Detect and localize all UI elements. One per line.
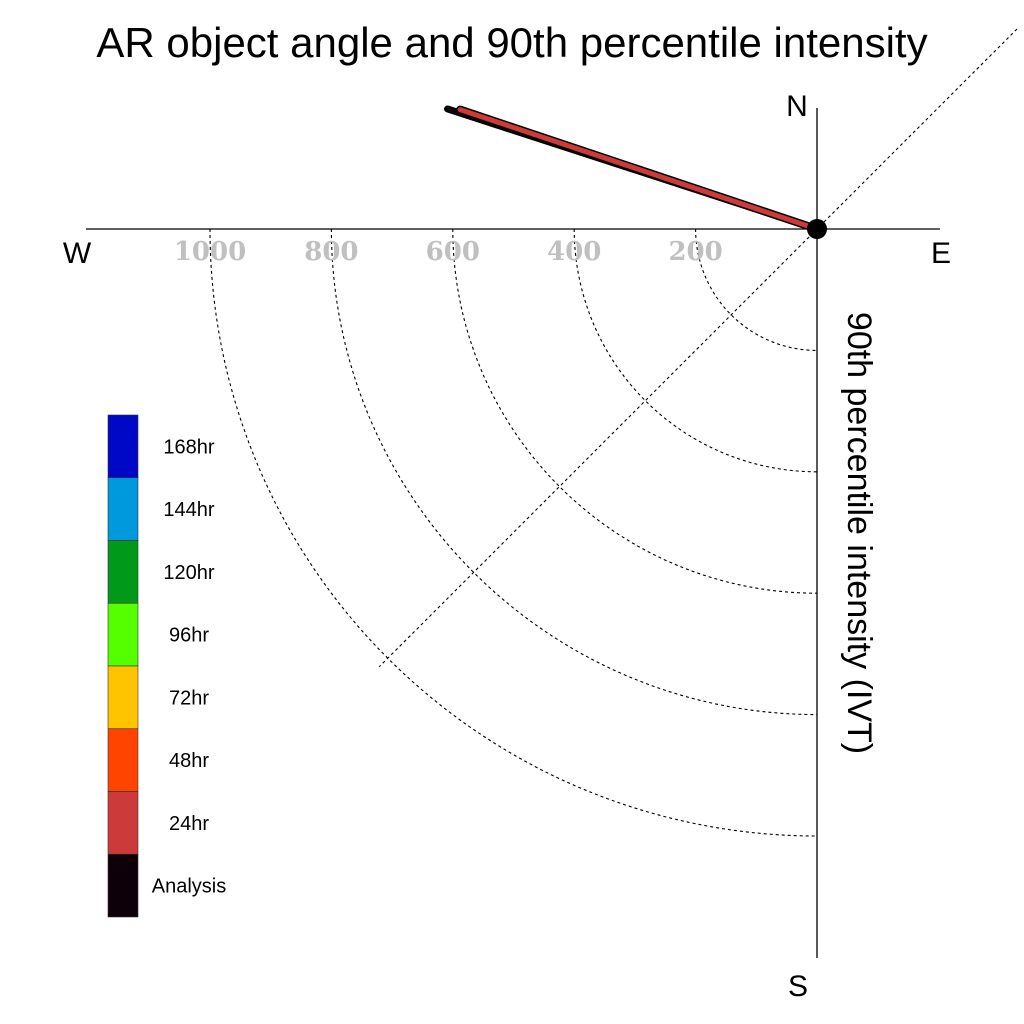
grid-ring [452, 228, 818, 594]
legend-swatch [107, 853, 139, 918]
legend-swatch [107, 791, 139, 855]
vector-24hr [457, 107, 820, 232]
legend-swatch [107, 540, 139, 604]
legend-swatch [107, 665, 139, 730]
legend: 168hr 144hr 120hr 96hr 72hr 48hr 24hr Analysis [107, 414, 226, 918]
radial-tick-labels: 200 400 600 800 1000 [174, 237, 723, 267]
legend-swatch [107, 602, 139, 667]
radial-axis-label: 90th percentile intensity (IVT) [840, 312, 878, 754]
grid-ring [573, 228, 818, 473]
legend-label: 120hr [163, 562, 214, 584]
radial-tick-label: 200 [668, 237, 722, 267]
legend-label: 96hr [169, 625, 209, 647]
legend-swatch [107, 728, 139, 792]
intensity-vectors [444, 105, 821, 233]
grid-ring [209, 228, 818, 837]
legend-swatch [107, 414, 139, 479]
compass-west: W [63, 237, 92, 270]
compass-south: S [788, 970, 808, 1003]
radial-tick-label: 600 [426, 237, 480, 267]
grid-ring [695, 228, 818, 351]
compass-east: E [931, 237, 951, 270]
legend-label: 72hr [169, 687, 209, 709]
radial-tick-label: 400 [547, 237, 601, 267]
legend-label: 48hr [169, 750, 209, 772]
radial-tick-label: 1000 [174, 237, 246, 267]
polar-grid [209, 28, 1018, 837]
radial-tick-label: 800 [304, 237, 358, 267]
legend-label: Analysis [152, 876, 226, 898]
origin-marker [807, 219, 827, 239]
legend-swatch [107, 477, 139, 541]
grid-ring [330, 228, 818, 716]
diagonal-gridline [378, 28, 1018, 668]
legend-label: 168hr [163, 436, 214, 458]
chart-title: AR object angle and 90th percentile inte… [96, 19, 927, 66]
legend-label: 24hr [169, 813, 209, 835]
legend-label: 144hr [163, 499, 214, 521]
compass-north: N [786, 90, 808, 123]
